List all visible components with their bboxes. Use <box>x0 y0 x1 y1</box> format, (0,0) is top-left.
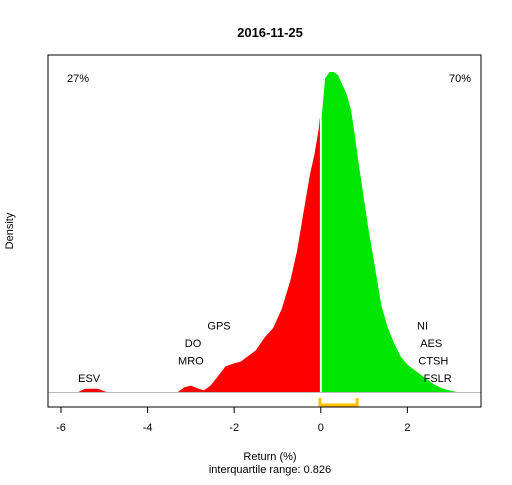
x-tick-label: -6 <box>56 422 66 434</box>
ticker-label-esv: ESV <box>78 373 101 385</box>
x-tick-label: -2 <box>229 422 239 434</box>
ticker-label-aes: AES <box>420 338 442 350</box>
ticker-label-ctsh: CTSH <box>418 356 448 368</box>
plot-area <box>47 54 482 408</box>
ticker-label-ni: NI <box>417 321 428 333</box>
left-ticker-labels: ESV MRO DO GPS <box>78 321 231 386</box>
x-tick-label: 0 <box>318 422 324 434</box>
right-ticker-labels: FSLR CTSH AES NI <box>417 321 452 386</box>
negative-density-area <box>78 116 320 393</box>
iqr-bracket <box>318 398 359 407</box>
ticker-label-fslr: FSLR <box>424 373 452 385</box>
x-axis-label: Return (%) <box>243 451 296 463</box>
x-tick-label: -4 <box>143 422 153 434</box>
y-axis-label: Density <box>4 212 16 249</box>
ticker-label-gps: GPS <box>207 321 230 333</box>
ticker-label-mro: MRO <box>178 356 204 368</box>
iqr-subtitle: interquartile range: 0.826 <box>209 464 331 476</box>
positive-density-area <box>321 72 458 392</box>
positive-percent-label: 70% <box>449 73 471 85</box>
ticker-label-do: DO <box>185 338 202 350</box>
x-tick-label: 2 <box>404 422 410 434</box>
x-axis: -6 -4 -2 0 2 <box>56 406 410 434</box>
chart-title: 2016-11-25 <box>237 25 303 40</box>
negative-percent-label: 27% <box>67 73 89 85</box>
